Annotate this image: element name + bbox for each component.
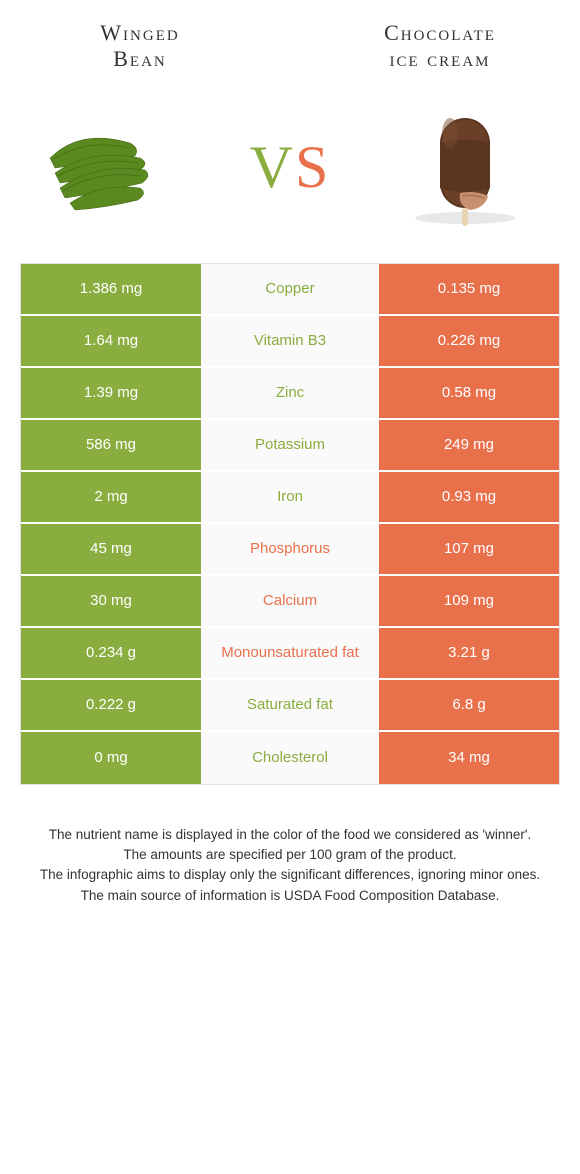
- vs-v: V: [250, 134, 295, 200]
- right-value: 107 mg: [379, 524, 559, 574]
- right-value: 34 mg: [379, 732, 559, 784]
- left-value: 30 mg: [21, 576, 201, 626]
- footer-line-2: The amounts are specified per 100 gram o…: [30, 845, 550, 865]
- left-food-title: Winged Bean: [40, 20, 240, 73]
- right-value: 0.135 mg: [379, 264, 559, 314]
- nutrient-name: Potassium: [201, 420, 379, 470]
- nutrient-name: Copper: [201, 264, 379, 314]
- nutrient-name: Phosphorus: [201, 524, 379, 574]
- comparison-table: 1.386 mgCopper0.135 mg1.64 mgVitamin B30…: [20, 263, 560, 785]
- nutrient-name: Saturated fat: [201, 680, 379, 730]
- left-value: 2 mg: [21, 472, 201, 522]
- left-value: 1.386 mg: [21, 264, 201, 314]
- nutrient-name: Cholesterol: [201, 732, 379, 784]
- nutrient-name: Zinc: [201, 368, 379, 418]
- footer-line-4: The main source of information is USDA F…: [30, 886, 550, 906]
- images-row: VS: [0, 83, 580, 263]
- right-value: 0.226 mg: [379, 316, 559, 366]
- vs-s: S: [295, 134, 330, 200]
- nutrient-name: Monounsaturated fat: [201, 628, 379, 678]
- right-value: 0.93 mg: [379, 472, 559, 522]
- table-row: 586 mgPotassium249 mg: [21, 420, 559, 472]
- right-title-line2: ice cream: [389, 46, 490, 71]
- footer-line-1: The nutrient name is displayed in the co…: [30, 825, 550, 845]
- right-value: 3.21 g: [379, 628, 559, 678]
- table-row: 1.386 mgCopper0.135 mg: [21, 264, 559, 316]
- ice-cream-icon: [390, 103, 540, 233]
- nutrient-name: Iron: [201, 472, 379, 522]
- header: Winged Bean Chocolate ice cream: [0, 0, 580, 83]
- footer-notes: The nutrient name is displayed in the co…: [0, 785, 580, 926]
- table-row: 30 mgCalcium109 mg: [21, 576, 559, 628]
- nutrient-name: Calcium: [201, 576, 379, 626]
- right-value: 249 mg: [379, 420, 559, 470]
- left-value: 1.64 mg: [21, 316, 201, 366]
- left-value: 45 mg: [21, 524, 201, 574]
- nutrient-name: Vitamin B3: [201, 316, 379, 366]
- table-row: 1.64 mgVitamin B30.226 mg: [21, 316, 559, 368]
- left-title-line2: Bean: [113, 46, 167, 71]
- table-row: 1.39 mgZinc0.58 mg: [21, 368, 559, 420]
- table-row: 0.222 gSaturated fat6.8 g: [21, 680, 559, 732]
- left-value: 1.39 mg: [21, 368, 201, 418]
- winged-bean-icon: [40, 103, 190, 233]
- table-row: 45 mgPhosphorus107 mg: [21, 524, 559, 576]
- right-food-title: Chocolate ice cream: [340, 20, 540, 73]
- left-value: 0 mg: [21, 732, 201, 784]
- footer-line-3: The infographic aims to display only the…: [30, 865, 550, 885]
- left-value: 0.222 g: [21, 680, 201, 730]
- right-value: 109 mg: [379, 576, 559, 626]
- right-value: 0.58 mg: [379, 368, 559, 418]
- table-row: 0 mgCholesterol34 mg: [21, 732, 559, 784]
- right-value: 6.8 g: [379, 680, 559, 730]
- left-title-line1: Winged: [100, 20, 179, 45]
- table-row: 0.234 gMonounsaturated fat3.21 g: [21, 628, 559, 680]
- vs-label: VS: [250, 133, 331, 202]
- right-title-line1: Chocolate: [384, 20, 496, 45]
- left-value: 0.234 g: [21, 628, 201, 678]
- left-value: 586 mg: [21, 420, 201, 470]
- table-row: 2 mgIron0.93 mg: [21, 472, 559, 524]
